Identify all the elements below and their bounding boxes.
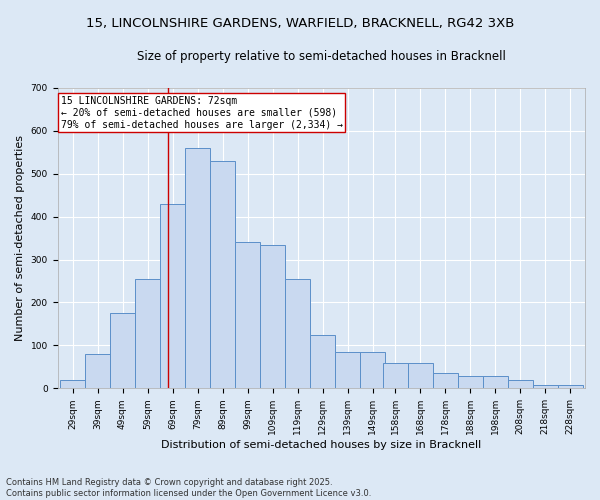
Bar — [85, 354, 110, 388]
Bar — [285, 279, 310, 388]
Bar — [360, 352, 385, 389]
Y-axis label: Number of semi-detached properties: Number of semi-detached properties — [15, 135, 25, 341]
Bar — [508, 380, 533, 388]
X-axis label: Distribution of semi-detached houses by size in Bracknell: Distribution of semi-detached houses by … — [161, 440, 481, 450]
Bar — [135, 279, 160, 388]
Bar — [407, 362, 433, 388]
Title: Size of property relative to semi-detached houses in Bracknell: Size of property relative to semi-detach… — [137, 50, 506, 63]
Bar — [60, 380, 85, 388]
Bar — [433, 374, 458, 388]
Bar — [557, 385, 583, 388]
Text: Contains HM Land Registry data © Crown copyright and database right 2025.
Contai: Contains HM Land Registry data © Crown c… — [6, 478, 371, 498]
Bar — [235, 242, 260, 388]
Bar — [533, 386, 557, 388]
Bar — [210, 161, 235, 388]
Bar — [383, 362, 407, 388]
Bar — [482, 376, 508, 388]
Bar — [185, 148, 210, 388]
Bar — [260, 244, 285, 388]
Bar — [110, 313, 135, 388]
Text: 15 LINCOLNSHIRE GARDENS: 72sqm
← 20% of semi-detached houses are smaller (598)
7: 15 LINCOLNSHIRE GARDENS: 72sqm ← 20% of … — [61, 96, 343, 130]
Text: 15, LINCOLNSHIRE GARDENS, WARFIELD, BRACKNELL, RG42 3XB: 15, LINCOLNSHIRE GARDENS, WARFIELD, BRAC… — [86, 18, 514, 30]
Bar — [458, 376, 482, 388]
Bar — [160, 204, 185, 388]
Bar — [335, 352, 360, 389]
Bar — [310, 334, 335, 388]
